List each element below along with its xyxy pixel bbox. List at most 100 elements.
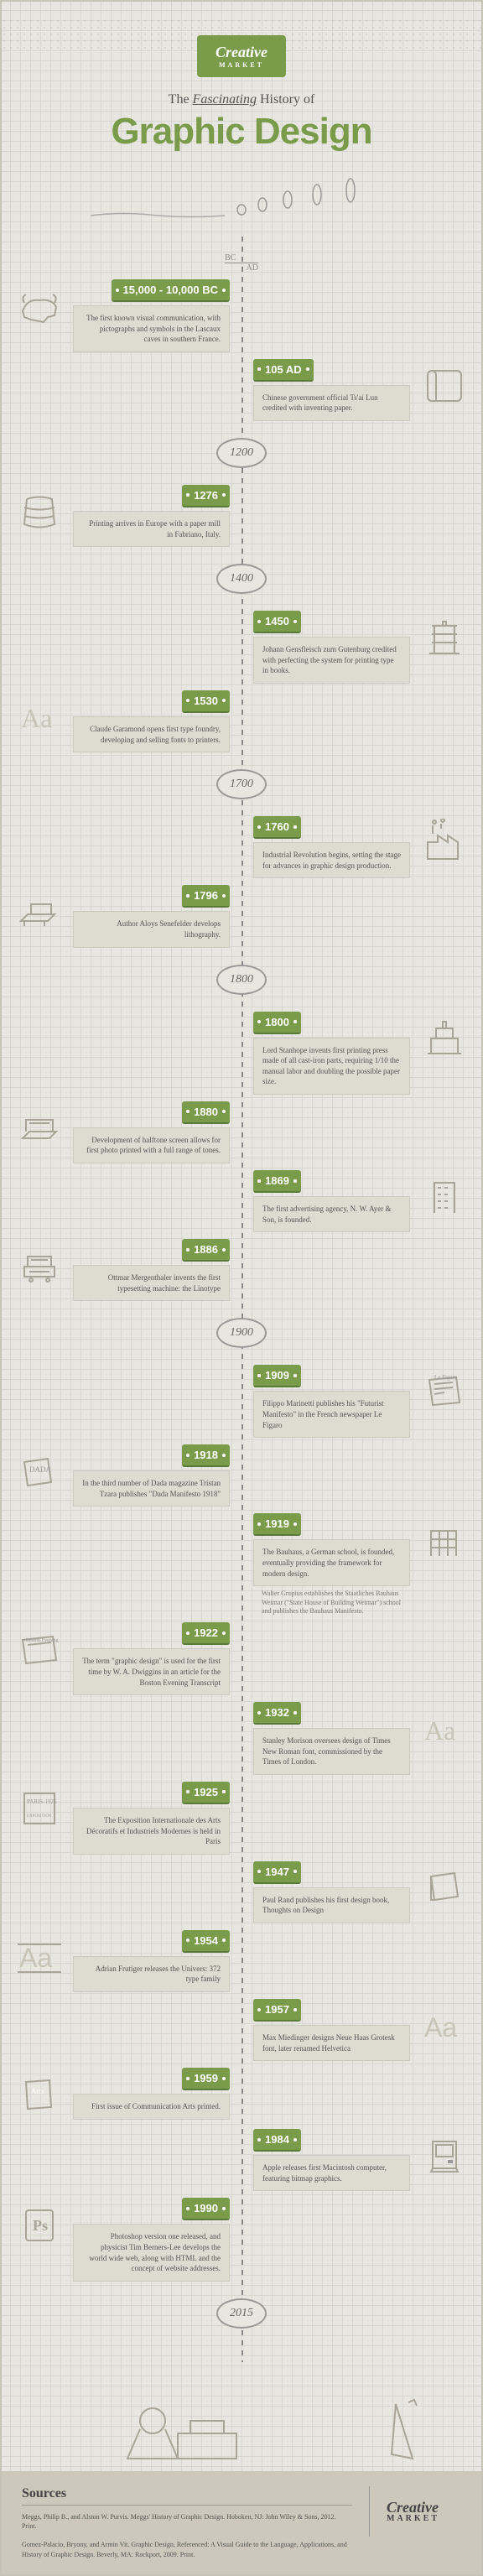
sources-title: Sources (22, 2486, 352, 2506)
newspaper-icon: Le Figaro (417, 1365, 471, 1419)
timeline-event: Ps 1990 Photoshop version one released, … (2, 2198, 481, 2281)
year-badge: 1932 (253, 1702, 301, 1725)
event-description: Development of halftone screen allows fo… (73, 1127, 230, 1163)
timeline-event: 1869 The first advertising agency, N. W.… (2, 1170, 481, 1232)
year-badge: 1909 (253, 1365, 301, 1387)
timeline-event: 1800 Lord Stanhope invents first printin… (2, 1012, 481, 1095)
event-description: Filippo Marinetti publishes his "Futuris… (253, 1391, 410, 1438)
timeline-event: Aa 1932 Stanley Morison oversees design … (2, 1702, 481, 1775)
svg-text:Le Figaro: Le Figaro (434, 1374, 458, 1381)
barrel-icon (12, 485, 66, 539)
year-badge: 1450 (253, 611, 301, 633)
year-badge: 1954 (182, 1930, 230, 1953)
bc-ad-marker: BC AD (225, 253, 258, 273)
era-marker: 1400 (216, 564, 267, 594)
event-description: In the third number of Dada magazine Tri… (73, 1470, 230, 1507)
svg-text:DADA: DADA (29, 1465, 51, 1474)
svg-text:PARIS-1925: PARIS-1925 (27, 1798, 57, 1805)
event-description: First issue of Communication Arts printe… (73, 2094, 230, 2120)
timeline-event: 1919 The Bauhaus, a German school, is fo… (2, 1513, 481, 1616)
timeline-event: 105 AD Chinese government official Ts'ai… (2, 359, 481, 421)
year-badge: 1959 (182, 2068, 230, 2090)
timeline-event: 1276 Printing arrives in Europe with a p… (2, 485, 481, 547)
ironpress-icon (417, 1012, 471, 1066)
press-icon (417, 611, 471, 665)
event-description: Photoshop version one released, and phys… (73, 2224, 230, 2281)
bull-icon (12, 279, 66, 334)
footer-logo: Creative MARKET (387, 2500, 439, 2523)
timeline-event: 1886 Ottmar Mergenthaler invents the fir… (2, 1239, 481, 1301)
timeline-event: 1450 Johann Gensfleisch zum Gutenburg cr… (2, 611, 481, 684)
ps-icon: Ps (12, 2198, 66, 2252)
event-description: Stanley Morison oversees design of Times… (253, 1728, 410, 1775)
event-description: The Exposition Internationale des Arts D… (73, 1808, 230, 1855)
timeline-event: Aa 1530 Claude Garamond opens first type… (2, 690, 481, 752)
year-badge: 105 AD (253, 359, 314, 382)
event-description: Chinese government official Ts'ai Lun cr… (253, 385, 410, 421)
paris-icon: PARIS-1925 EXPOSITION (12, 1782, 66, 1836)
event-description: Paul Rand publishes his first design boo… (253, 1887, 410, 1923)
evolution-illustration (2, 169, 481, 220)
year-badge: 1947 (253, 1861, 301, 1884)
year-badge: 1796 (182, 885, 230, 908)
factory-icon (417, 816, 471, 871)
timeline-event: 1760 Industrial Revolution begins, setti… (2, 816, 481, 878)
timeline-event: 15,000 - 10,000 BC The first known visua… (2, 279, 481, 352)
aa-helv-icon: Aa (417, 1999, 471, 2053)
boston-icon: Boston Evening (12, 1622, 66, 1677)
timeline-event: Aa 1954 Adrian Frutiger releases the Uni… (2, 1930, 481, 1992)
year-badge: 1918 (182, 1444, 230, 1467)
year-badge: 1530 (182, 690, 230, 713)
year-badge: 1984 (253, 2129, 301, 2152)
svg-text:Aa: Aa (424, 1715, 455, 1746)
building-icon (417, 1170, 471, 1225)
event-description: Industrial Revolution begins, setting th… (253, 842, 410, 878)
aa-serif-icon: Aa (417, 1702, 471, 1756)
typewriter-icon (12, 1239, 66, 1293)
year-badge: 1880 (182, 1101, 230, 1124)
timeline: BC AD 15,000 - 10,000 BC The first known… (2, 237, 481, 2362)
event-description: Apple releases first Macintosh computer,… (253, 2155, 410, 2191)
event-description: The Bauhaus, a German school, is founded… (253, 1539, 410, 1586)
litho-icon (12, 885, 66, 939)
svg-text:Aa: Aa (21, 703, 52, 733)
dada-icon: DADA (12, 1444, 66, 1499)
year-badge: 1919 (253, 1513, 301, 1536)
book-icon (417, 1861, 471, 1916)
era-marker: 1700 (216, 769, 267, 799)
svg-text:Aa: Aa (424, 2012, 457, 2043)
event-description: Author Aloys Senefelder develops lithogr… (73, 911, 230, 947)
event-description: Printing arrives in Europe with a paper … (73, 511, 230, 547)
svg-text:EXPOSITION: EXPOSITION (27, 1814, 52, 1819)
era-marker: 1900 (216, 1318, 267, 1348)
timeline-event: Arts 1959 First issue of Communication A… (2, 2068, 481, 2122)
year-badge: 1886 (182, 1239, 230, 1262)
subtitle: The Fascinating History of (2, 92, 481, 107)
event-description: Ottmar Mergenthaler invents the first ty… (73, 1265, 230, 1301)
era-marker: 2015 (216, 2298, 267, 2329)
scroll-icon (417, 359, 471, 414)
era-marker: 1800 (216, 965, 267, 995)
mac-icon (417, 2129, 471, 2183)
svg-text:Arts: Arts (31, 2087, 44, 2095)
timeline-event: PARIS-1925 EXPOSITION 1925 The Exposition… (2, 1782, 481, 1855)
arts-icon: Arts (12, 2068, 66, 2122)
svg-text:Ps: Ps (33, 2217, 48, 2234)
event-description: Lord Stanhope invents first printing pre… (253, 1038, 410, 1095)
year-badge: 1957 (253, 1999, 301, 2022)
aa-icon: Aa (12, 690, 66, 745)
timeline-event: 1796 Author Aloys Senefelder develops li… (2, 885, 481, 947)
timeline-event: 1947 Paul Rand publishes his first desig… (2, 1861, 481, 1923)
year-badge: 1922 (182, 1622, 230, 1645)
timeline-event: 1880 Development of halftone screen allo… (2, 1101, 481, 1163)
year-badge: 1760 (253, 816, 301, 839)
scanner-icon (12, 1101, 66, 1156)
year-badge: 1925 (182, 1782, 230, 1804)
sources-section: Sources Meggs, Philip B., and Alston W. … (2, 2471, 481, 2574)
timeline-event: 1984 Apple releases first Macintosh comp… (2, 2129, 481, 2191)
timeline-event: Boston Evening 1922 The term "graphic de… (2, 1622, 481, 1695)
brand-logo: Creative MARKET (197, 35, 286, 77)
year-badge: 15,000 - 10,000 BC (112, 279, 230, 302)
footer-illustration (2, 2387, 481, 2471)
year-badge: 1869 (253, 1170, 301, 1193)
